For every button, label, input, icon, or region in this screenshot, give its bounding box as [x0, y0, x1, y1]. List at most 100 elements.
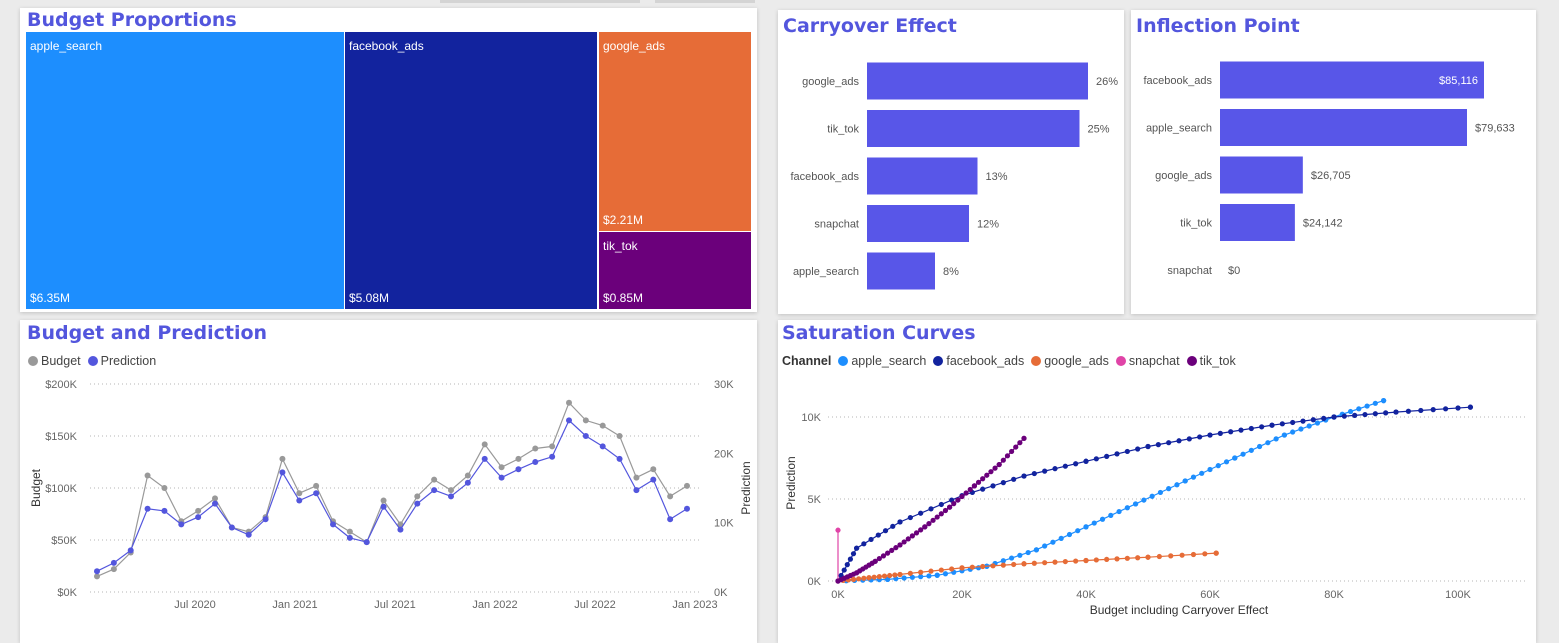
x-tick: 60K — [1200, 589, 1220, 601]
point-apple-search — [1232, 455, 1238, 461]
point-facebook-ads — [1393, 409, 1399, 415]
point-budget — [448, 487, 454, 494]
point-facebook-ads — [1430, 407, 1436, 413]
point-snapchat — [835, 527, 841, 533]
point-tik-tok — [1004, 453, 1011, 459]
point-budget — [212, 495, 218, 502]
point-tik-tok — [963, 490, 969, 496]
point-google-ads — [1000, 562, 1006, 568]
bar-facebook_ads[interactable] — [867, 157, 978, 195]
bar-facebook_ads[interactable] — [1220, 61, 1484, 99]
point-facebook-ads — [1352, 412, 1358, 418]
point-prediction — [380, 503, 387, 510]
legend-facebook-ads[interactable]: facebook_ads — [933, 354, 1024, 368]
point-facebook-ads — [1217, 430, 1223, 436]
legend-budget[interactable]: Budget — [28, 354, 81, 368]
bar-tik_tok[interactable] — [867, 110, 1080, 147]
y-axis-label: Prediction — [784, 456, 798, 509]
top-strip-left — [440, 0, 640, 3]
bar-snapchat[interactable] — [867, 205, 969, 242]
y-tick-left: $150K — [45, 431, 77, 443]
bar-google_ads[interactable] — [867, 62, 1088, 100]
point-facebook-ads — [1248, 425, 1254, 432]
point-budget — [313, 482, 320, 489]
y-tick-right: 0K — [714, 587, 728, 599]
point-apple-search — [926, 573, 932, 579]
point-prediction — [498, 474, 505, 481]
point-prediction — [178, 521, 185, 528]
point-google-ads — [1011, 561, 1017, 568]
point-google-ads — [1062, 558, 1068, 565]
point-facebook-ads — [890, 523, 896, 529]
point-apple-search — [1257, 443, 1263, 450]
point-budget — [633, 474, 640, 481]
point-prediction — [296, 497, 303, 504]
point-budget — [481, 441, 488, 448]
point-google-ads — [928, 568, 934, 574]
point-tik-tok — [975, 479, 982, 485]
data-label: $24,142 — [1303, 218, 1343, 230]
bar-apple_search[interactable] — [1220, 109, 1467, 146]
tile-tik-tok[interactable]: tik_tok $0.85M — [599, 232, 751, 309]
point-facebook-ads — [882, 528, 889, 534]
x-tick: 0K — [831, 589, 845, 601]
legend-google-ads[interactable]: google_ads — [1031, 354, 1109, 368]
legend-dot — [87, 356, 98, 366]
point-facebook-ads — [1166, 440, 1172, 446]
bar-apple_search[interactable] — [867, 252, 935, 290]
point-budget — [144, 472, 151, 479]
point-tik-tok — [942, 507, 949, 514]
point-apple-search — [1042, 543, 1048, 549]
legend-snapchat[interactable]: snapchat — [1115, 354, 1180, 368]
point-facebook-ads — [990, 483, 996, 489]
point-apple-search — [1174, 482, 1180, 488]
point-prediction — [330, 521, 336, 528]
point-facebook-ads — [861, 541, 867, 547]
bar-google_ads[interactable] — [1220, 156, 1303, 194]
tile-label: apple_search — [30, 39, 103, 53]
point-budget — [650, 466, 657, 473]
point-budget — [464, 472, 471, 479]
point-google-ads — [1083, 557, 1089, 564]
point-apple-search — [1124, 505, 1130, 511]
point-prediction — [94, 568, 100, 575]
budget-prediction-chart: $200K $150K $100K $50K $0K 30K 20K 10K 0K Jul 202… — [29, 379, 753, 611]
point-tik-tok — [922, 524, 928, 530]
point-google-ads — [881, 573, 888, 579]
point-facebook-ads — [1269, 422, 1275, 428]
legend-tik-tok[interactable]: tik_tok — [1186, 354, 1236, 368]
point-facebook-ads — [1228, 429, 1234, 435]
point-google-ads — [1114, 556, 1120, 562]
legend-label: tik_tok — [1199, 354, 1236, 368]
point-facebook-ads — [1073, 461, 1079, 467]
point-google-ads — [969, 564, 975, 570]
point-apple-search — [1133, 501, 1139, 507]
legend-prediction[interactable]: Prediction — [87, 354, 156, 368]
point-facebook-ads — [1031, 470, 1037, 477]
point-apple-search — [1108, 512, 1114, 518]
tile-facebook-ads[interactable]: facebook_ads $5.08M — [345, 32, 597, 309]
y-tick-left: $100K — [45, 483, 77, 495]
x-axis-label: Budget including Carryover Effect — [1090, 603, 1269, 617]
category-label: apple_search — [1146, 123, 1212, 135]
budget-prediction-legend: Budget Prediction — [28, 354, 159, 368]
point-budget — [161, 485, 168, 491]
tile-google-ads[interactable]: google_ads $2.21M — [599, 32, 751, 231]
point-facebook-ads — [1145, 443, 1151, 450]
point-apple-search — [1364, 403, 1370, 409]
y-axis-label-left: Budget — [29, 468, 43, 507]
point-apple-search — [1017, 552, 1023, 558]
x-tick: Jul 2022 — [574, 599, 616, 611]
point-facebook-ads — [907, 514, 913, 521]
tile-apple-search[interactable]: apple_search $6.35M — [26, 32, 344, 309]
point-facebook-ads — [1042, 468, 1048, 474]
legend-apple-search[interactable]: apple_search — [838, 354, 926, 368]
point-prediction — [582, 433, 589, 439]
point-facebook-ads — [1052, 466, 1058, 472]
point-facebook-ads — [1062, 463, 1068, 469]
point-budget — [616, 433, 623, 439]
bar-tik_tok[interactable] — [1220, 204, 1295, 241]
point-apple-search — [1215, 463, 1221, 469]
point-budget — [582, 417, 589, 424]
legend-label: Budget — [41, 354, 81, 368]
